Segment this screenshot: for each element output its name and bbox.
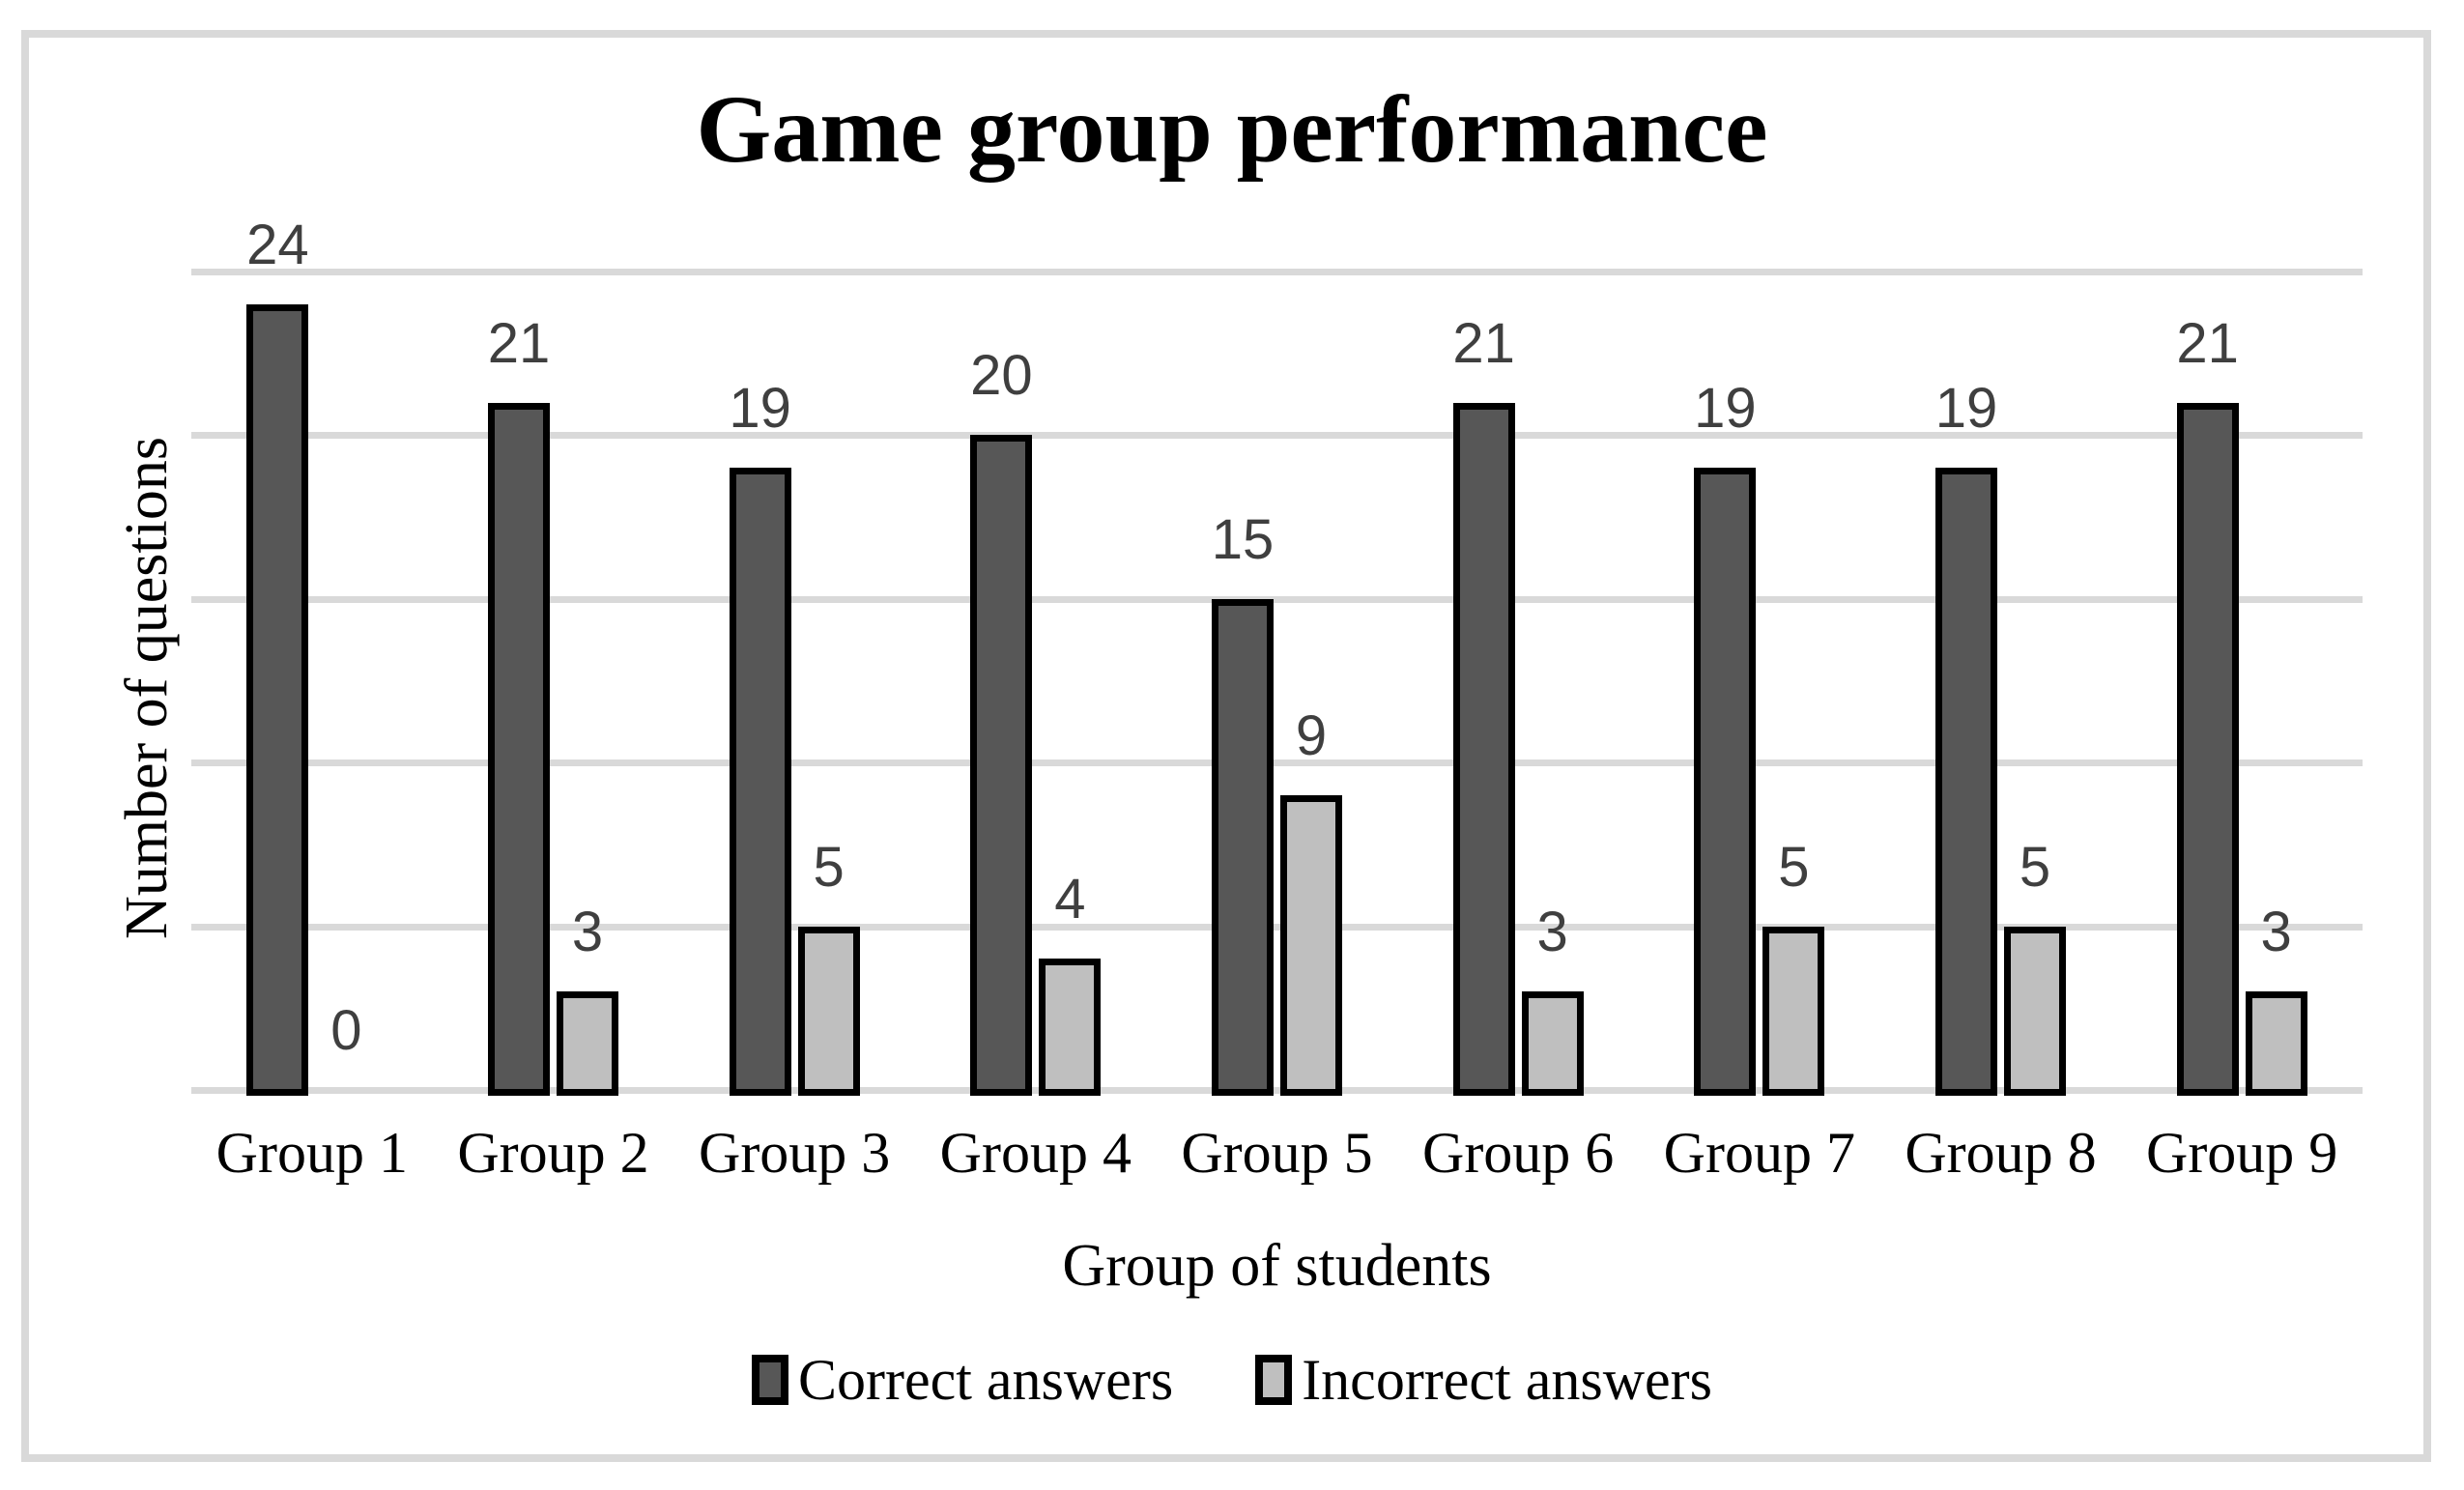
legend-label: Incorrect answers: [1302, 1348, 1712, 1412]
x-axis-baseline: [191, 1087, 2363, 1094]
gridline: [191, 759, 2363, 767]
category-label-group-9: Group 9: [2146, 1121, 2338, 1185]
chart-title: Game group performance: [696, 75, 1768, 183]
data-label-incorrect-group-8: 5: [2019, 835, 2051, 899]
bar-incorrect-group-3: [797, 926, 860, 1096]
bar-incorrect-group-9: [2245, 991, 2307, 1096]
data-label-correct-group-3: 19: [729, 377, 791, 441]
category-label-group-6: Group 6: [1422, 1121, 1615, 1185]
data-label-correct-group-2: 21: [487, 311, 551, 375]
data-label-incorrect-group-7: 5: [1778, 835, 1810, 899]
data-label-correct-group-4: 20: [970, 344, 1033, 408]
gridline: [191, 432, 2363, 440]
legend-item-incorrect: Incorrect answers: [1255, 1351, 1712, 1409]
bar-incorrect-group-2: [557, 991, 618, 1096]
bar-incorrect-group-6: [1521, 991, 1584, 1096]
category-label-group-7: Group 7: [1663, 1121, 1855, 1185]
legend-swatch-icon: [1255, 1355, 1293, 1405]
data-label-incorrect-group-1: 0: [330, 999, 362, 1062]
data-label-incorrect-group-6: 3: [1536, 901, 1568, 964]
bar-correct-group-1: [246, 303, 309, 1096]
bar-correct-group-7: [1694, 468, 1757, 1096]
data-label-incorrect-group-2: 3: [571, 901, 604, 964]
data-label-incorrect-group-3: 5: [813, 835, 845, 899]
gridline: [191, 595, 2363, 603]
bar-incorrect-group-8: [2004, 926, 2066, 1096]
category-label-group-1: Group 1: [215, 1121, 408, 1185]
category-label-group-2: Group 2: [457, 1121, 649, 1185]
bar-correct-group-3: [729, 468, 791, 1096]
data-label-incorrect-group-9: 3: [2260, 901, 2292, 964]
gridline: [191, 269, 2363, 275]
bar-correct-group-5: [1212, 598, 1274, 1096]
bar-correct-group-9: [2176, 402, 2239, 1096]
data-label-correct-group-8: 19: [1934, 377, 1998, 441]
data-label-correct-group-1: 24: [246, 213, 309, 276]
legend-swatch-icon: [752, 1355, 789, 1405]
bar-correct-group-6: [1452, 402, 1515, 1096]
bar-incorrect-group-4: [1039, 959, 1102, 1096]
category-label-group-5: Group 5: [1181, 1121, 1373, 1185]
data-label-correct-group-5: 15: [1211, 507, 1275, 571]
category-label-group-4: Group 4: [939, 1121, 1132, 1185]
legend-item-correct: Correct answers: [752, 1351, 1173, 1409]
bar-incorrect-group-7: [1762, 926, 1825, 1096]
data-label-correct-group-7: 19: [1694, 377, 1757, 441]
legend-label: Correct answers: [798, 1348, 1174, 1412]
bar-correct-group-4: [970, 435, 1033, 1096]
category-label-group-8: Group 8: [1905, 1121, 2097, 1185]
bar-correct-group-8: [1935, 468, 1997, 1096]
bar-correct-group-2: [488, 402, 550, 1096]
bar-incorrect-group-5: [1280, 795, 1342, 1096]
data-label-correct-group-9: 21: [2176, 311, 2239, 375]
legend: Correct answers Incorrect answers: [0, 1351, 2464, 1409]
data-label-incorrect-group-4: 4: [1054, 868, 1086, 931]
gridline: [191, 923, 2363, 931]
category-label-group-3: Group 3: [699, 1121, 891, 1185]
data-label-incorrect-group-5: 9: [1295, 704, 1328, 768]
x-axis-title: Group of students: [1062, 1233, 1492, 1299]
data-label-correct-group-6: 21: [1452, 311, 1515, 375]
